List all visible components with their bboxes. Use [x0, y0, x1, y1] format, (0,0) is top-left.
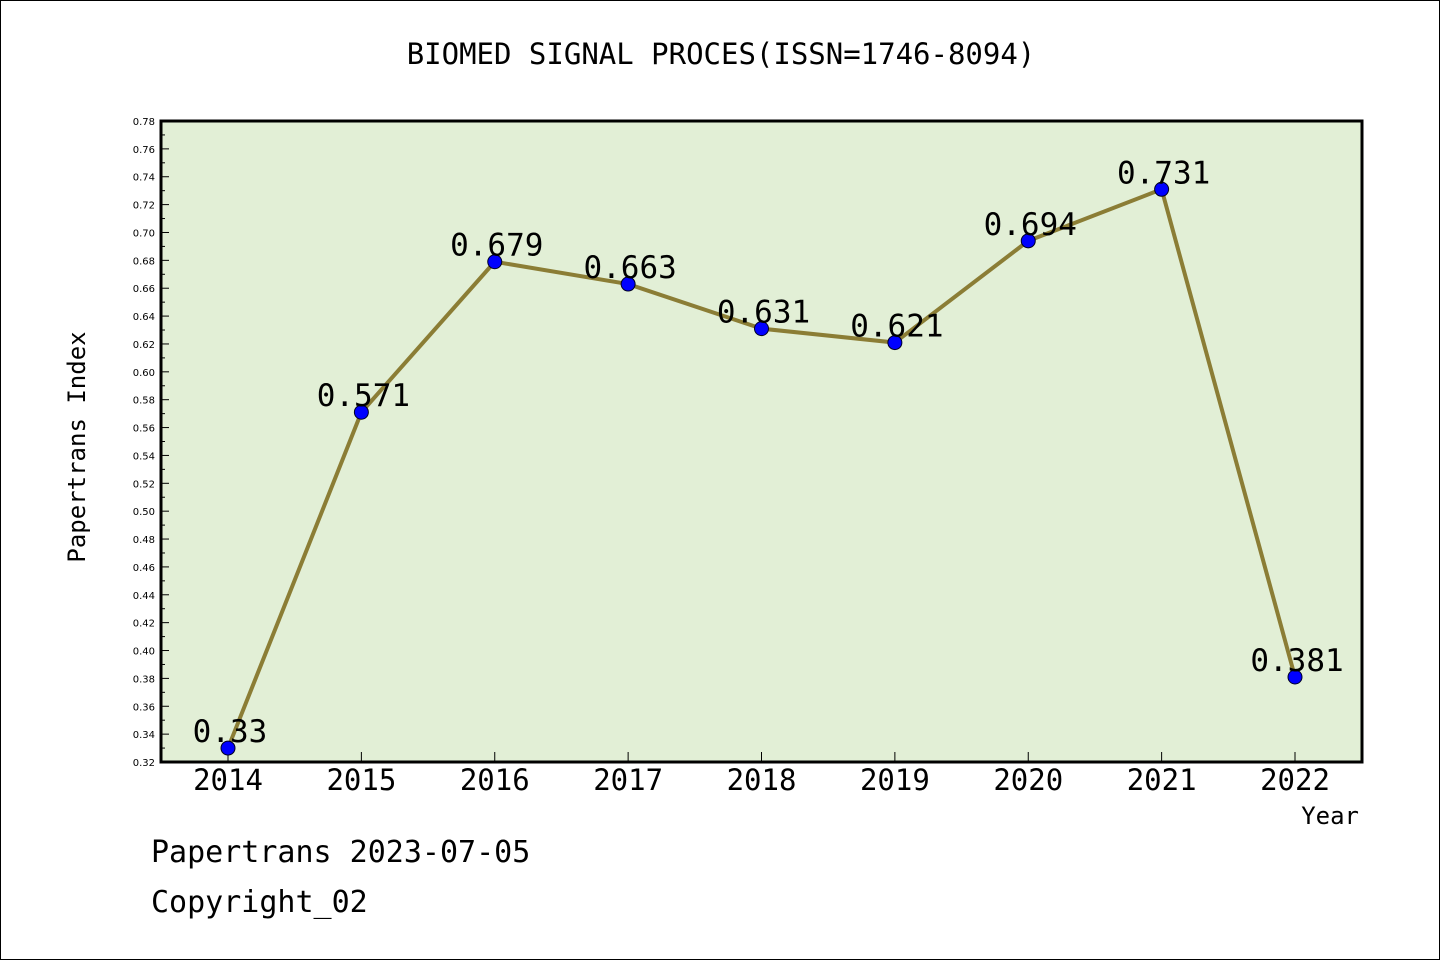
- data-point: [887, 335, 903, 351]
- data-point: [220, 740, 236, 756]
- data-label: 0.381: [1250, 643, 1343, 679]
- y-tick-label: 0.62: [133, 340, 155, 351]
- data-point: [620, 276, 636, 292]
- data-point: [487, 254, 503, 270]
- data-label: 0.621: [850, 309, 943, 345]
- y-tick-label: 0.36: [133, 702, 155, 713]
- x-tick-label: 2020: [993, 763, 1063, 797]
- data-label: 0.571: [317, 378, 410, 414]
- y-tick-label: 0.58: [133, 396, 155, 407]
- x-axis-label: Year: [1301, 802, 1359, 830]
- y-tick-label: 0.56: [133, 424, 155, 435]
- plot-area: [161, 121, 1362, 762]
- x-tick-label: 2022: [1260, 763, 1330, 797]
- chart-title: BIOMED SIGNAL PROCES(ISSN=1746-8094): [406, 37, 1036, 71]
- y-tick-label: 0.64: [133, 312, 155, 323]
- y-tick-label: 0.50: [133, 507, 155, 518]
- y-tick-label: 0.48: [133, 535, 155, 546]
- y-tick-label: 0.52: [133, 479, 155, 490]
- y-tick-label: 0.42: [133, 619, 155, 630]
- data-label: 0.679: [450, 228, 543, 264]
- y-tick-label: 0.68: [133, 256, 155, 267]
- y-tick-label: 0.78: [133, 117, 155, 128]
- y-tick-label: 0.40: [133, 647, 155, 658]
- plot-border: [159, 119, 1364, 764]
- data-point: [1154, 181, 1170, 197]
- data-point: [353, 404, 369, 420]
- x-tick-label: 2019: [860, 763, 930, 797]
- data-label: 0.663: [583, 250, 676, 286]
- y-tick-label: 0.44: [133, 591, 155, 602]
- y-tick-label: 0.34: [133, 730, 155, 741]
- x-tick-label: 2015: [326, 763, 396, 797]
- y-tick-label: 0.72: [133, 201, 155, 212]
- x-tick-label: 2016: [460, 763, 530, 797]
- y-tick-label: 0.66: [133, 284, 155, 295]
- data-label: 0.33: [193, 714, 268, 750]
- x-tick-label: 2017: [593, 763, 663, 797]
- y-tick-label: 0.76: [133, 145, 155, 156]
- data-label: 0.694: [984, 207, 1077, 243]
- y-tick-label: 0.74: [133, 173, 155, 184]
- data-point: [754, 321, 769, 337]
- y-tick-label: 0.46: [133, 563, 155, 574]
- footer-date: Papertrans 2023-07-05: [151, 835, 531, 870]
- data-label: 0.631: [717, 295, 810, 331]
- y-tick-label: 0.38: [133, 674, 155, 685]
- data-point: [1020, 233, 1036, 249]
- y-tick-label: 0.54: [133, 451, 155, 462]
- y-tick-label: 0.70: [133, 228, 155, 239]
- y-axis-label: Papertrans Index: [63, 331, 91, 563]
- y-tick-label: 0.60: [133, 368, 155, 379]
- x-tick-label: 2021: [1127, 763, 1197, 797]
- x-tick-label: 2018: [727, 763, 797, 797]
- x-tick-label: 2014: [193, 763, 263, 797]
- y-tick-label: 0.32: [133, 758, 155, 769]
- data-point: [1287, 669, 1303, 685]
- data-label: 0.731: [1117, 155, 1210, 191]
- footer-copyright: Copyright_02: [151, 885, 368, 920]
